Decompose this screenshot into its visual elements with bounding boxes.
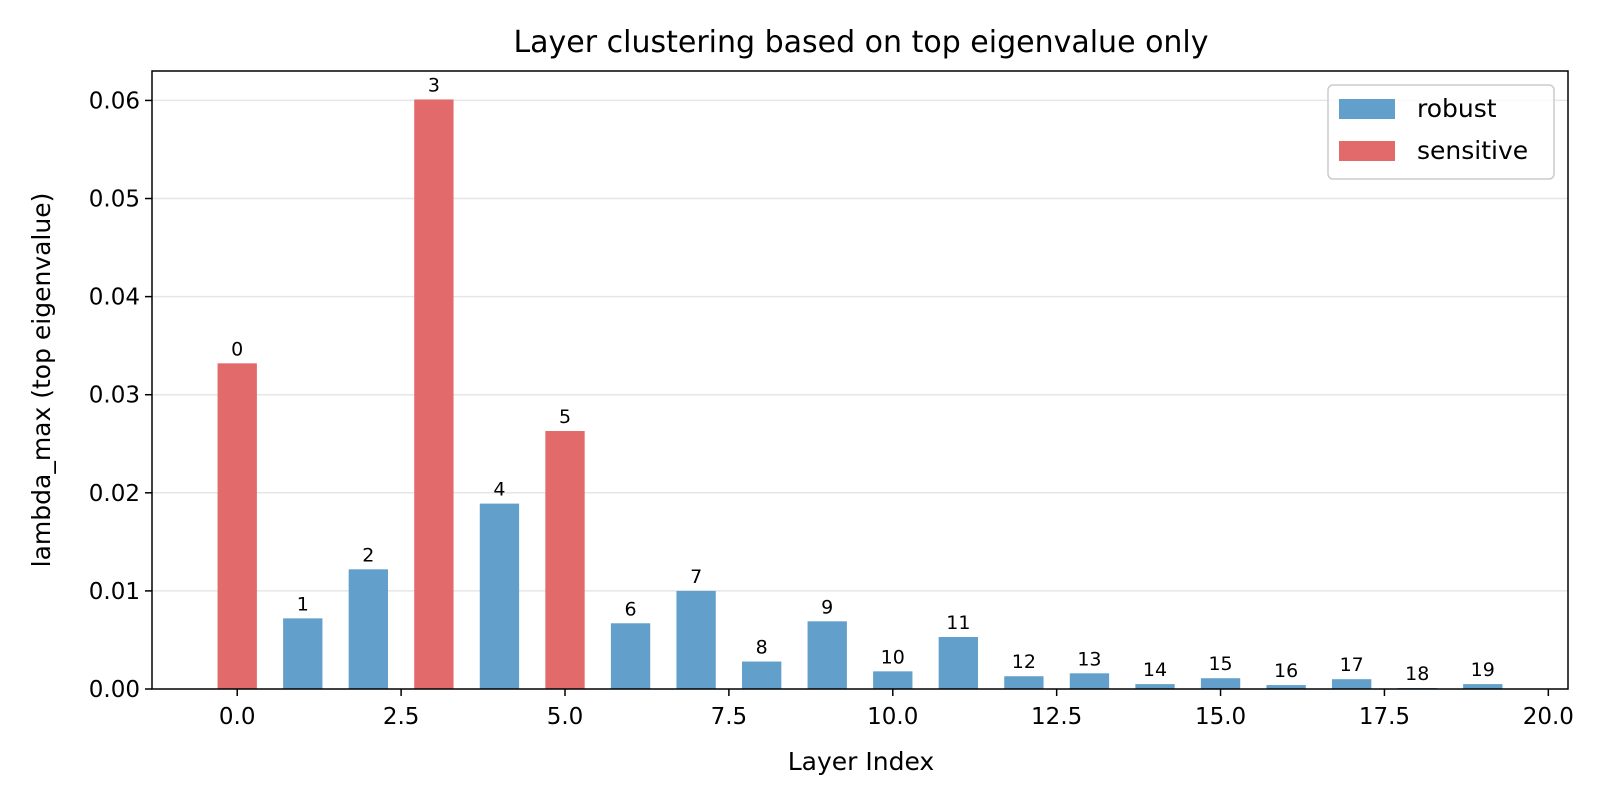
x-tick-label: 2.5 <box>383 704 420 730</box>
bar-label-9: 9 <box>821 596 833 618</box>
bar-label-0: 0 <box>231 338 243 360</box>
bar-layer-0 <box>217 363 257 689</box>
bar-layer-14 <box>1135 684 1175 689</box>
y-tick-label: 0.06 <box>89 88 140 114</box>
y-tick-label: 0.04 <box>89 285 140 311</box>
bar-layer-17 <box>1332 679 1372 689</box>
bar-label-11: 11 <box>946 612 970 634</box>
y-tick-label: 0.01 <box>89 579 140 605</box>
bar-label-15: 15 <box>1208 653 1232 675</box>
legend-label-robust: robust <box>1417 94 1497 123</box>
bar-label-3: 3 <box>428 74 440 96</box>
chart-title: Layer clustering based on top eigenvalue… <box>513 25 1208 60</box>
x-tick-label: 5.0 <box>547 704 584 730</box>
bar-label-18: 18 <box>1405 663 1429 685</box>
bar-layer-9 <box>807 621 847 689</box>
bar-label-4: 4 <box>493 479 505 501</box>
bar-label-12: 12 <box>1012 651 1036 673</box>
bar-label-16: 16 <box>1274 660 1298 682</box>
bar-label-7: 7 <box>690 566 702 588</box>
bar-layer-12 <box>1004 676 1044 689</box>
bar-layer-8 <box>742 661 782 689</box>
bar-layer-4 <box>479 503 520 689</box>
x-tick-label: 20.0 <box>1523 704 1574 730</box>
bar-layer-6 <box>610 623 651 689</box>
bar-label-1: 1 <box>297 593 309 615</box>
bar-layer-19 <box>1463 684 1503 689</box>
bar-layer-10 <box>873 671 913 689</box>
x-axis-ticks: 0.0 2.5 5.0 7.5 10.0 12.5 15.0 17.5 20.0 <box>219 689 1574 730</box>
legend-swatch-sensitive <box>1339 141 1395 161</box>
bar-layer-1 <box>283 618 323 689</box>
x-axis-label: Layer Index <box>788 747 934 776</box>
bar-label-8: 8 <box>756 637 768 659</box>
gridlines <box>152 99 1568 592</box>
bar-layer-2 <box>348 569 388 689</box>
bar-label-2: 2 <box>362 544 374 566</box>
x-tick-label: 10.0 <box>867 704 918 730</box>
legend-swatch-robust <box>1339 99 1395 119</box>
x-tick-label: 15.0 <box>1195 704 1246 730</box>
x-tick-label: 7.5 <box>711 704 748 730</box>
bar-label-19: 19 <box>1471 659 1495 681</box>
x-tick-label: 17.5 <box>1359 704 1410 730</box>
bars <box>217 99 1503 689</box>
bar-label-5: 5 <box>559 406 571 428</box>
legend: robust sensitive <box>1327 84 1555 180</box>
legend-label-sensitive: sensitive <box>1417 136 1528 165</box>
bar-layer-5 <box>545 431 585 689</box>
y-axis-label: lambda_max (top eigenvalue) <box>27 193 56 568</box>
bar-layer-15 <box>1200 678 1241 689</box>
bar-layer-3 <box>414 99 454 689</box>
bar-label-6: 6 <box>625 598 637 620</box>
bar-label-17: 17 <box>1340 654 1364 676</box>
y-tick-label: 0.00 <box>89 677 140 703</box>
bar-label-13: 13 <box>1077 648 1101 670</box>
y-tick-label: 0.03 <box>89 383 140 409</box>
x-tick-label: 0.0 <box>219 704 256 730</box>
x-tick-label: 12.5 <box>1031 704 1082 730</box>
y-axis-ticks: 0.00 0.01 0.02 0.03 0.04 0.05 0.06 <box>89 88 152 703</box>
bar-label-14: 14 <box>1143 659 1167 681</box>
bar-layer-11 <box>938 637 978 689</box>
plot-frame <box>151 70 1569 690</box>
y-tick-label: 0.05 <box>89 187 140 213</box>
y-tick-label: 0.02 <box>89 481 140 507</box>
bar-layer-13 <box>1069 673 1110 689</box>
bar-label-10: 10 <box>881 646 905 668</box>
bar-layer-7 <box>676 590 716 689</box>
bar-layer-16 <box>1266 685 1306 689</box>
